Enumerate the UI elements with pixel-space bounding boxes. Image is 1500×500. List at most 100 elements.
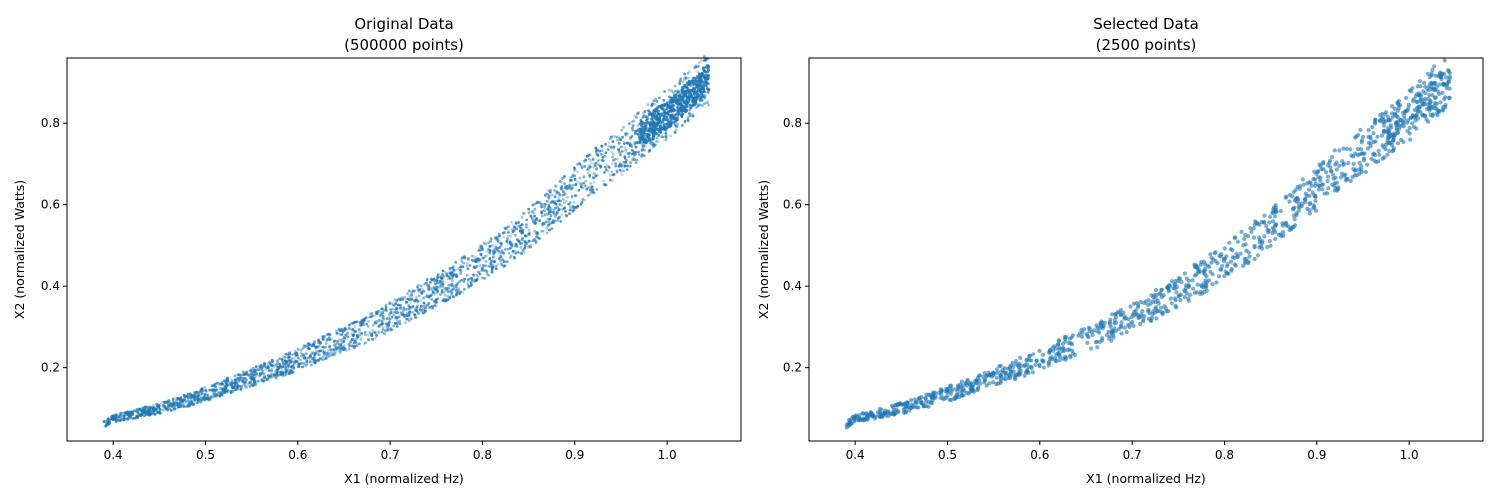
- scatter-point: [1404, 95, 1409, 101]
- chart-title-line2: (500000 points): [344, 36, 464, 54]
- scatter-point: [607, 166, 611, 169]
- scatter-point: [409, 317, 413, 321]
- scatter-point: [561, 190, 565, 194]
- scatter-point: [322, 337, 326, 341]
- scatter-point: [1283, 195, 1288, 200]
- scatter-point: [531, 239, 535, 243]
- scatter-point: [958, 382, 963, 387]
- scatter-point: [1208, 252, 1213, 257]
- scatter-point: [410, 298, 414, 301]
- scatter-point: [460, 260, 464, 263]
- scatter-point: [1437, 82, 1442, 87]
- scatter-point: [630, 135, 634, 138]
- scatter-point: [650, 130, 654, 134]
- scatter-point: [332, 351, 336, 355]
- scatter-point: [1346, 160, 1351, 166]
- scatter-point: [1037, 364, 1042, 369]
- scatter-point: [1390, 111, 1395, 116]
- scatter-point: [499, 259, 502, 263]
- scatter-point: [448, 296, 452, 300]
- scatter-point: [403, 295, 406, 299]
- scatter-point: [676, 113, 680, 117]
- scatter-point: [1164, 309, 1169, 314]
- scatter-point: [425, 281, 428, 285]
- scatter-point: [531, 209, 535, 213]
- scatter-point: [492, 252, 495, 256]
- scatter-point: [630, 120, 634, 124]
- scatter-point: [1217, 274, 1222, 279]
- scatter-point: [327, 352, 331, 356]
- scatter-point: [1291, 207, 1296, 212]
- scatter-point: [1417, 79, 1422, 84]
- panel-original-data: Original Data (500000 points) 0.4 0.5 0.6 0…: [12, 15, 742, 486]
- scatter-point: [354, 320, 358, 324]
- scatter-point: [917, 395, 922, 401]
- scatter-point: [1195, 282, 1200, 287]
- scatter-point: [219, 392, 223, 396]
- scatter-point: [425, 295, 429, 298]
- scatter-point: [589, 186, 593, 190]
- scatter-point: [683, 119, 687, 123]
- scatter-point: [508, 241, 512, 245]
- scatter-point: [126, 413, 130, 417]
- scatter-point: [1239, 229, 1244, 234]
- scatter-point: [489, 237, 493, 241]
- scatter-point: [687, 76, 690, 80]
- scatter-point: [1041, 352, 1046, 357]
- scatter-point: [511, 230, 515, 234]
- scatter-point: [570, 196, 573, 199]
- scatter-point: [878, 414, 883, 419]
- scatter-point: [1373, 152, 1378, 158]
- scatter-point: [321, 355, 325, 359]
- scatter-point: [1124, 329, 1129, 335]
- scatter-point: [523, 242, 527, 246]
- scatter-point: [1317, 184, 1322, 189]
- scatter-point: [206, 393, 209, 397]
- scatter-point: [413, 299, 417, 302]
- scatter-point: [325, 333, 329, 336]
- scatter-point: [533, 221, 537, 225]
- scatter-point: [513, 257, 516, 260]
- scatter-point: [533, 238, 537, 241]
- scatter-point: [1388, 123, 1393, 128]
- scatter-point: [314, 345, 318, 349]
- scatter-point: [573, 177, 577, 181]
- scatter-point: [455, 274, 459, 278]
- scatter-point: [1313, 198, 1318, 203]
- scatter-point: [463, 287, 466, 291]
- scatter-point: [275, 372, 278, 376]
- scatter-point: [241, 379, 245, 383]
- scatter-point: [1203, 282, 1208, 287]
- scatter-point: [438, 279, 442, 283]
- scatter-point: [181, 405, 185, 408]
- scatter-point: [195, 391, 199, 394]
- scatter-point: [685, 104, 689, 108]
- scatter-point: [1191, 286, 1196, 291]
- scatter-point: [197, 393, 201, 396]
- scatter-point: [1380, 143, 1385, 148]
- scatter-point: [946, 389, 951, 394]
- scatter-point: [1173, 279, 1178, 284]
- scatter-point: [1407, 126, 1412, 131]
- scatter-point: [307, 342, 310, 345]
- scatter-point: [688, 82, 692, 86]
- scatter-point: [389, 327, 393, 331]
- scatter-point: [616, 164, 620, 168]
- scatter-point: [1359, 138, 1365, 143]
- scatter-point: [1267, 220, 1272, 225]
- scatter-point: [1305, 181, 1310, 186]
- scatter-point: [468, 264, 472, 267]
- scatter-point: [595, 167, 598, 171]
- scatter-point: [482, 242, 486, 246]
- scatter-point: [114, 419, 118, 422]
- scatter-point: [406, 318, 410, 321]
- scatter-point: [111, 418, 115, 422]
- scatter-point: [121, 418, 125, 422]
- scatter-point: [461, 290, 465, 294]
- scatter-point: [570, 194, 574, 198]
- scatter-point: [1122, 316, 1127, 321]
- scatter-point: [350, 332, 354, 336]
- scatter-point: [592, 181, 596, 184]
- scatter-point: [444, 299, 447, 303]
- scatter-point: [285, 362, 289, 366]
